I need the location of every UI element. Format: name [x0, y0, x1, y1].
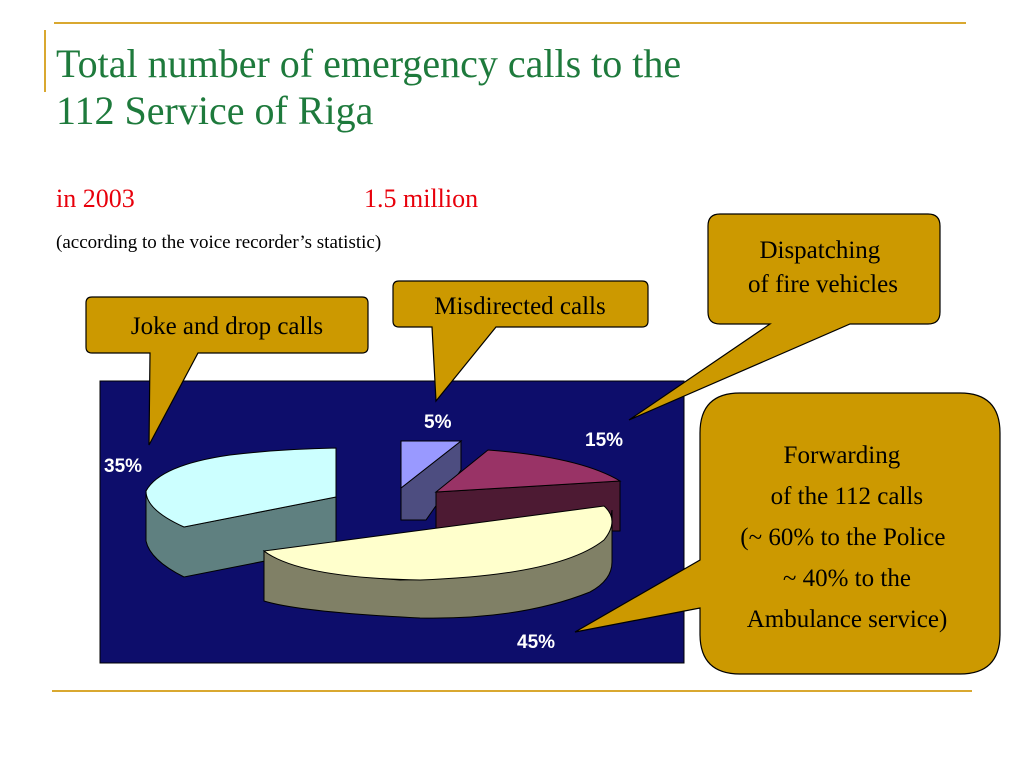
slice-misdirected-calls [400, 439, 463, 521]
callout-forwarding-line-4: ~ 40% to the [783, 565, 911, 592]
bottom-rule [52, 690, 972, 692]
slide-title: Total number of emergency calls to the 1… [56, 40, 681, 134]
callout-misdirected-shape [392, 280, 649, 403]
callout-misdirected-text: Misdirected calls [434, 293, 605, 320]
callout-forwarding-line-3: (~ 60% to the Police [740, 524, 945, 551]
callout-forwarding-text: Forwarding of the 112 calls (~ 60% to th… [740, 442, 951, 633]
left-rule [44, 30, 46, 92]
callout-joke: Joke and drop calls [85, 296, 369, 446]
pct-label-forwarding: 45% [517, 632, 555, 653]
callout-joke-shape [85, 296, 369, 446]
pct-label-misdirected: 5% [424, 412, 452, 433]
pct-label-joke: 35% [104, 456, 142, 477]
callout-joke-text: Joke and drop calls [131, 313, 323, 340]
callout-forwarding-shape [574, 392, 1001, 675]
callout-dispatching-text: Dispatching of fire vehicles [748, 237, 898, 298]
callout-dispatching-shape [628, 213, 941, 421]
title-line-1: Total number of emergency calls to the [56, 41, 682, 86]
callout-forwarding: Forwarding of the 112 calls (~ 60% to th… [574, 392, 1001, 675]
callout-forwarding-line-1: Forwarding [784, 442, 901, 469]
year-label: in 2003 [56, 184, 135, 213]
slice-forwarding-top [262, 505, 613, 581]
slice-dispatching-top [434, 449, 622, 493]
callout-dispatching-line-2: of fire vehicles [748, 271, 898, 298]
total-label: 1.5 million [364, 184, 479, 213]
slice-joke-top [145, 447, 337, 528]
callout-misdirected: Misdirected calls [392, 280, 649, 403]
callout-dispatching: Dispatching of fire vehicles [628, 213, 941, 421]
slice-forwarding-side [263, 509, 613, 619]
callout-forwarding-line-2: of the 112 calls [771, 483, 924, 510]
slice-forwarding [262, 505, 613, 619]
callout-forwarding-line-5: Ambulance service) [747, 606, 948, 633]
pct-label-dispatching: 15% [585, 430, 623, 451]
source-note: (according to the voice recorder’s stati… [56, 232, 382, 253]
title-line-2: 112 Service of Riga [56, 88, 374, 133]
top-rule [54, 22, 966, 24]
callout-dispatching-line-1: Dispatching [759, 237, 880, 264]
slice-misdirected-top [400, 440, 463, 490]
